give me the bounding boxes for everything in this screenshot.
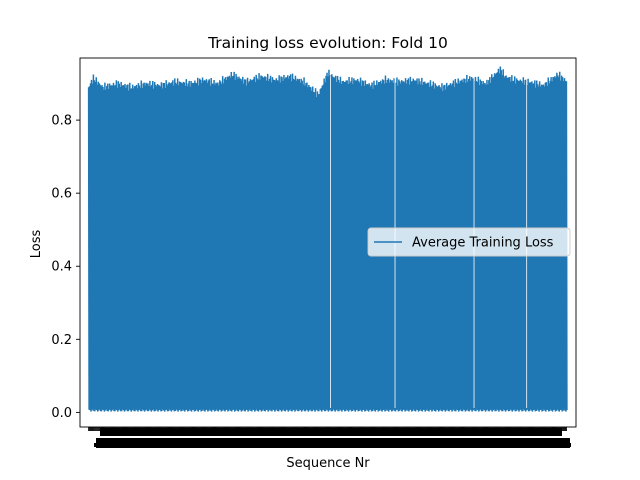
- y-tick-label: 0.0: [51, 406, 72, 421]
- x-tick-labels-band: [94, 443, 571, 447]
- y-tick-label: 0.4: [51, 260, 72, 275]
- y-ticks: 0.0 0.2 0.4 0.6 0.8: [51, 114, 80, 421]
- x-tick-labels-band: [100, 428, 562, 436]
- y-tick-label: 0.8: [51, 114, 72, 129]
- y-tick-label: 0.2: [51, 333, 72, 348]
- chart-title: Training loss evolution: Fold 10: [207, 34, 448, 52]
- y-tick-label: 0.6: [51, 187, 72, 202]
- legend: Average Training Loss: [367, 227, 571, 257]
- y-axis-title: Loss: [29, 230, 44, 259]
- x-axis-title: Sequence Nr: [286, 456, 370, 471]
- legend-label: Average Training Loss: [412, 236, 554, 251]
- legend-box: [367, 227, 571, 257]
- x-ticks: [88, 427, 571, 448]
